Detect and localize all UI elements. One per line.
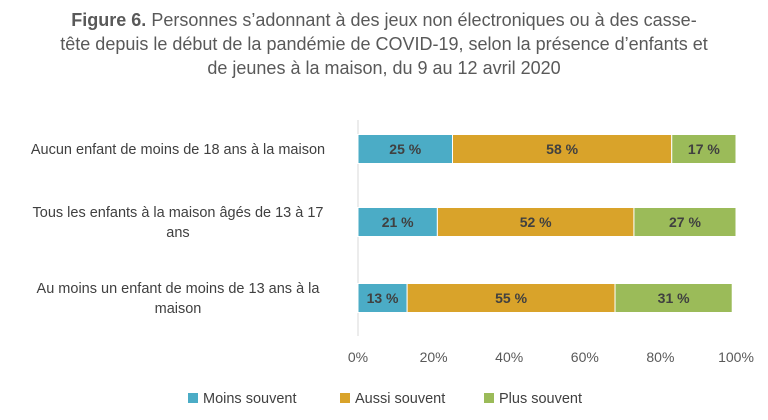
bar-segment bbox=[406, 283, 616, 313]
data-label: 58 % bbox=[546, 141, 578, 157]
category-label: Aucun enfant de moins de 18 ans à la mai… bbox=[31, 142, 325, 158]
legend-label: Moins souvent bbox=[203, 391, 297, 407]
data-label: 13 % bbox=[367, 290, 399, 306]
x-tick-label: 20% bbox=[420, 349, 448, 365]
data-label: 27 % bbox=[669, 214, 701, 230]
data-label: 17 % bbox=[688, 141, 720, 157]
legend-swatch bbox=[484, 393, 494, 403]
data-label: 25 % bbox=[389, 141, 421, 157]
bar-segment bbox=[436, 207, 635, 237]
x-tick-labels: 0% 20% 40% 60% 80% 100% bbox=[348, 349, 754, 365]
bar-segment bbox=[614, 283, 733, 313]
legend-swatch bbox=[340, 393, 350, 403]
category-label: maison bbox=[155, 301, 202, 317]
legend-item: Aussi souvent bbox=[340, 391, 445, 407]
title-text: Personnes s’adonnant à des jeux non élec… bbox=[60, 10, 708, 78]
legend-label: Plus souvent bbox=[499, 391, 582, 407]
chart-title: Figure 6. Personnes s’adonnant à des jeu… bbox=[60, 8, 708, 80]
bar-segment bbox=[357, 207, 438, 237]
x-tick-label: 40% bbox=[495, 349, 523, 365]
bar-segment bbox=[357, 283, 408, 313]
bar-segment bbox=[671, 134, 737, 164]
data-label: 31 % bbox=[658, 290, 690, 306]
category-labels: Aucun enfant de moins de 18 ans à la mai… bbox=[31, 142, 325, 317]
data-label: 21 % bbox=[382, 214, 414, 230]
legend-item: Plus souvent bbox=[484, 391, 582, 407]
x-tick-label: 0% bbox=[348, 349, 368, 365]
bars: 25 % 58 % 17 % 21 % 52 % 27 % 13 % 55 % 31 % bbox=[357, 134, 737, 313]
data-label: 52 % bbox=[520, 214, 552, 230]
category-label: Tous les enfants à la maison âgés de 13 … bbox=[33, 205, 324, 221]
bar-segment bbox=[452, 134, 673, 164]
x-tick-label: 100% bbox=[718, 349, 754, 365]
legend-item: Moins souvent bbox=[188, 391, 297, 407]
legend-label: Aussi souvent bbox=[355, 391, 445, 407]
legend: Moins souvent Aussi souvent Plus souvent bbox=[188, 391, 582, 407]
x-tick-label: 80% bbox=[646, 349, 674, 365]
category-label: Au moins un enfant de moins de 13 ans à … bbox=[37, 281, 321, 297]
category-label: ans bbox=[166, 225, 189, 241]
figure-number: Figure 6. bbox=[71, 10, 147, 30]
legend-swatch bbox=[188, 393, 198, 403]
bar-segment bbox=[633, 207, 737, 237]
x-tick-label: 60% bbox=[571, 349, 599, 365]
data-label: 55 % bbox=[495, 290, 527, 306]
